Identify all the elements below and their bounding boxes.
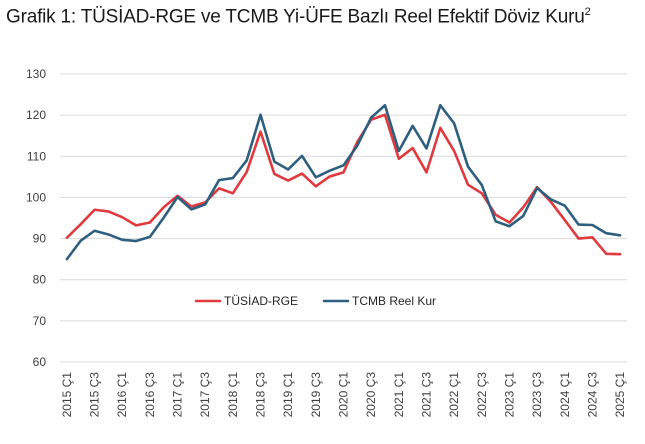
y-tick-label: 120	[26, 108, 46, 122]
legend-label-1: TCMB Reel Kur	[352, 294, 436, 308]
chart-title-superscript: 2	[584, 6, 591, 18]
gridlines	[60, 73, 627, 363]
series-lines	[65, 103, 622, 261]
y-tick-label: 80	[33, 273, 47, 287]
y-tick-label: 100	[26, 190, 46, 204]
x-tick-label: 2023 Ç3	[530, 372, 544, 418]
y-tick-label: 60	[33, 355, 47, 369]
x-tick-label: 2017 Ç1	[171, 372, 185, 418]
legend: TÜSİAD-RGE TCMB Reel Kur	[194, 294, 436, 308]
x-tick-label: 2022 Ç1	[447, 372, 461, 418]
y-axis-ticks: 60 70 80 90 100 110 120 130	[26, 67, 46, 369]
x-tick-label: 2019 Ç3	[309, 372, 323, 418]
x-tick-label: 2024 Ç3	[585, 372, 599, 418]
x-tick-label: 2023 Ç1	[502, 372, 516, 418]
x-tick-label: 2017 Ç3	[198, 372, 212, 418]
y-tick-label: 110	[27, 149, 46, 163]
x-tick-label: 2024 Ç1	[558, 372, 572, 418]
legend-label-0: TÜSİAD-RGE	[224, 294, 298, 308]
x-tick-label: 2020 Ç1	[337, 372, 351, 418]
chart-title-text: Grafik 1: TÜSİAD-RGE ve TCMB Yi-ÜFE Bazl…	[6, 6, 585, 28]
x-tick-label: 2022 Ç3	[475, 372, 489, 418]
x-tick-label: 2025 Ç1	[613, 372, 627, 418]
x-tick-label: 2019 Ç1	[281, 372, 295, 418]
x-axis-ticks: 2015 Ç1 2015 Ç3 2016 Ç1 2016 Ç3 2017 Ç1 2017 …	[60, 372, 627, 418]
x-tick-label: 2015 Ç1	[60, 372, 74, 418]
x-tick-label: 2016 Ç3	[143, 372, 157, 418]
x-tick-label: 2020 Ç3	[364, 372, 378, 418]
y-tick-label: 130	[26, 67, 46, 81]
series-line-1	[65, 103, 622, 261]
x-tick-label: 2018 Ç1	[226, 372, 240, 418]
y-tick-label: 70	[33, 314, 47, 328]
series-line-0	[65, 113, 622, 256]
x-tick-label: 2015 Ç3	[88, 372, 102, 418]
x-tick-label: 2016 Ç1	[115, 372, 129, 418]
chart-title: Grafik 1: TÜSİAD-RGE ve TCMB Yi-ÜFE Bazl…	[6, 6, 591, 28]
x-tick-label: 2021 Ç3	[419, 372, 433, 418]
y-tick-label: 90	[33, 232, 47, 246]
x-tick-label: 2018 Ç3	[254, 372, 268, 418]
x-tick-label: 2021 Ç1	[392, 372, 406, 418]
